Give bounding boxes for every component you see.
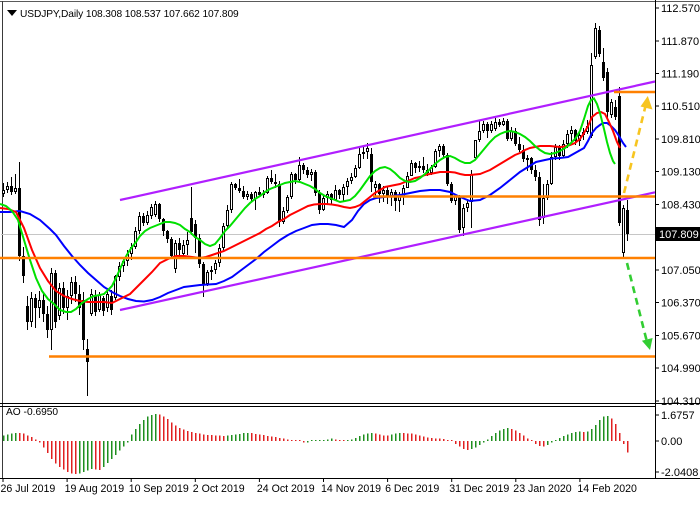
- svg-text:107.809: 107.809: [659, 229, 699, 241]
- svg-text:14 Feb 2020: 14 Feb 2020: [577, 483, 637, 495]
- svg-text:10 Sep 2019: 10 Sep 2019: [129, 483, 189, 495]
- svg-text:31 Dec 2019: 31 Dec 2019: [449, 483, 509, 495]
- svg-text:14 Nov 2019: 14 Nov 2019: [321, 483, 381, 495]
- svg-text:109.810: 109.810: [661, 134, 700, 146]
- svg-text:110.510: 110.510: [661, 101, 700, 113]
- svg-text:107.050: 107.050: [661, 265, 700, 277]
- svg-text:104.990: 104.990: [661, 363, 700, 375]
- svg-text:23 Jan 2020: 23 Jan 2020: [513, 483, 571, 495]
- svg-text:2 Oct 2019: 2 Oct 2019: [193, 483, 245, 495]
- svg-text:26 Jul 2019: 26 Jul 2019: [1, 483, 56, 495]
- svg-text:24 Oct 2019: 24 Oct 2019: [257, 483, 315, 495]
- svg-text:USDJPY,Daily 108.308 108.537: USDJPY,Daily 108.308 108.537 107.662 107…: [20, 9, 239, 20]
- svg-text:19 Aug 2019: 19 Aug 2019: [65, 483, 125, 495]
- svg-text:111.870: 111.870: [661, 36, 699, 48]
- svg-text:1.6757: 1.6757: [661, 410, 695, 422]
- svg-text:105.670: 105.670: [661, 331, 700, 343]
- svg-text:6 Dec 2019: 6 Dec 2019: [385, 483, 439, 495]
- svg-text:109.130: 109.130: [661, 166, 700, 178]
- svg-text:106.370: 106.370: [661, 298, 700, 310]
- svg-text:108.430: 108.430: [661, 200, 700, 212]
- svg-text:0.00: 0.00: [661, 436, 682, 448]
- svg-text:-2.0408: -2.0408: [661, 467, 698, 479]
- svg-text:111.190: 111.190: [661, 69, 699, 81]
- svg-text:AO -0.6950: AO -0.6950: [6, 407, 58, 418]
- svg-text:104.310: 104.310: [661, 396, 700, 408]
- svg-text:112.570: 112.570: [661, 3, 700, 15]
